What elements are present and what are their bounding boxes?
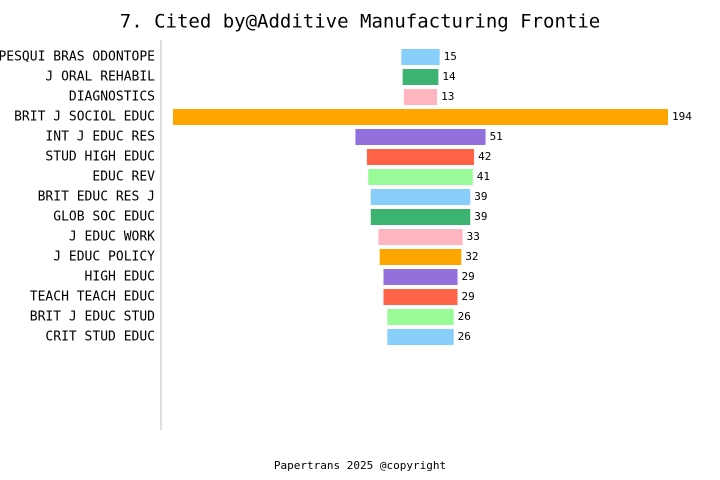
bar: [387, 309, 454, 325]
category-label: BRIT J SOCIOL EDUC: [14, 110, 155, 125]
category-label: INT J EDUC RES: [45, 130, 155, 145]
value-label: 13: [441, 90, 454, 103]
bar: [402, 69, 439, 85]
value-label: 39: [474, 210, 487, 223]
bar: [368, 169, 473, 185]
value-label: 32: [465, 250, 478, 263]
bar: [355, 129, 486, 145]
category-label: HIGH EDUC: [85, 270, 155, 285]
category-label: BRIT J EDUC STUD: [30, 310, 155, 325]
category-label: GLOB SOC EDUC: [53, 210, 155, 225]
chart-title: 7. Cited by@Additive Manufacturing Front…: [120, 11, 600, 33]
bar: [366, 149, 475, 165]
bar: [383, 269, 458, 285]
category-label: DIAGNOSTICS: [69, 90, 155, 105]
bar: [383, 289, 458, 305]
value-label: 51: [490, 130, 503, 143]
footer: Papertrans 2025 @copyright: [274, 459, 446, 472]
bar: [370, 209, 471, 225]
value-label: 15: [444, 50, 457, 63]
category-label: BRIT EDUC RES J: [38, 190, 155, 205]
category-label: PESQUI BRAS ODONTOPE: [0, 50, 155, 65]
value-label: 26: [458, 310, 471, 323]
category-label: STUD HIGH EDUC: [45, 150, 155, 165]
value-label: 41: [477, 170, 490, 183]
bar: [173, 109, 668, 125]
category-label: CRIT STUD EDUC: [45, 330, 155, 345]
value-label: 14: [442, 70, 456, 83]
category-label: EDUC REV: [92, 170, 155, 185]
category-label: J EDUC POLICY: [53, 250, 155, 265]
value-label: 33: [467, 230, 480, 243]
category-label: TEACH TEACH EDUC: [30, 290, 155, 305]
value-label: 29: [461, 290, 474, 303]
bar: [401, 49, 440, 65]
bar: [370, 189, 471, 205]
value-label: 26: [458, 330, 471, 343]
value-label: 39: [474, 190, 487, 203]
bar: [387, 329, 454, 345]
value-label: 42: [478, 150, 491, 163]
value-label: 194: [672, 110, 692, 123]
bar: [378, 229, 463, 245]
value-label: 29: [461, 270, 474, 283]
category-label: J ORAL REHABIL: [45, 70, 155, 85]
category-label: J EDUC WORK: [69, 230, 155, 245]
bar: [379, 249, 462, 265]
bar: [403, 89, 438, 105]
